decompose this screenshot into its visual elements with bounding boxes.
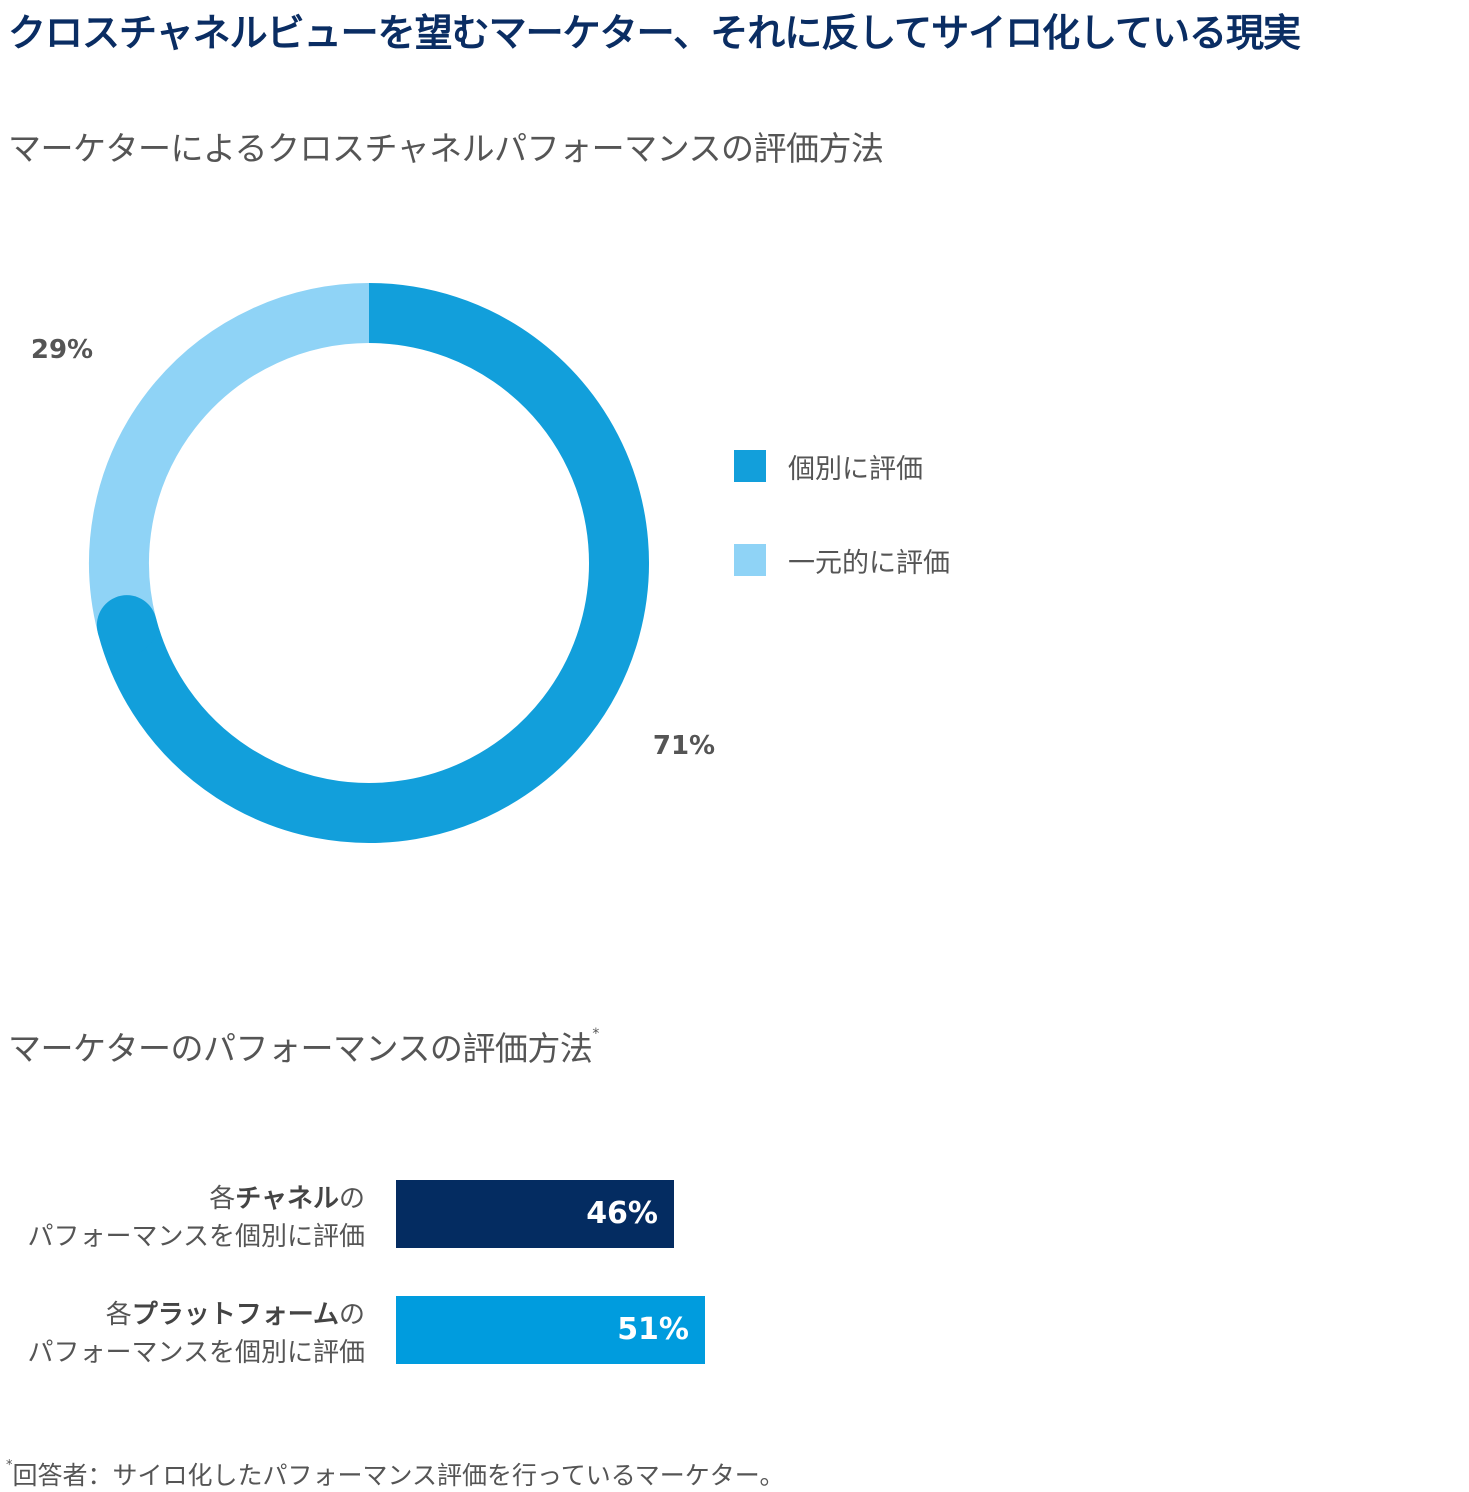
bar-chart-title-marker: * (592, 1026, 599, 1042)
bar-category-suffix: の (338, 1300, 365, 1330)
donut-slice-end-cap (96, 595, 157, 656)
bar-category-line2: パフォーマンスを個別に評価 (27, 1222, 365, 1252)
bar-row-platform: 各プラットフォームの パフォーマンスを個別に評価 51% (0, 1296, 1469, 1376)
page-title: クロスチャネルビューを望むマーケター、それに反してサイロ化している現実 (8, 11, 1301, 55)
bar-category-line2: パフォーマンスを個別に評価 (27, 1338, 365, 1368)
bar-category-channel: 各チャネルの パフォーマンスを個別に評価 (28, 1180, 365, 1256)
legend-item-unified: 一元的に評価 (734, 539, 950, 581)
bar-chart-title-text: マーケターのパフォーマンスの評価方法 (8, 1029, 593, 1068)
bar-platform: 51% (396, 1296, 705, 1364)
bar-category-bold: プラットフォーム (131, 1300, 339, 1330)
bar-chart-title: マーケターのパフォーマンスの評価方法* (8, 1022, 599, 1070)
donut-chart-title: マーケターによるクロスチャネルパフォーマンスの評価方法 (8, 129, 884, 168)
bar-category-bold: チャネル (235, 1184, 339, 1214)
footnote-text: 回答者：サイロ化したパフォーマンス評価を行っているマーケター。 (12, 1461, 785, 1490)
bar-category-suffix: の (338, 1184, 365, 1214)
footnote-marker: * (6, 1458, 13, 1473)
legend-swatch-individual (734, 450, 766, 482)
legend-swatch-unified (734, 544, 766, 576)
bar-category-prefix: 各 (209, 1184, 236, 1214)
bar-value-channel: 46% (586, 1196, 658, 1231)
donut-label-individual: 71% (653, 731, 715, 761)
donut-label-unified: 29% (31, 335, 93, 365)
bar-row-channel: 各チャネルの パフォーマンスを個別に評価 46% (0, 1180, 1469, 1260)
donut-legend: 個別に評価 一元的に評価 (734, 445, 950, 633)
footnote: *回答者：サイロ化したパフォーマンス評価を行っているマーケター。 (6, 1456, 785, 1492)
bar-category-platform: 各プラットフォームの パフォーマンスを個別に評価 (28, 1296, 365, 1372)
bar-category-prefix: 各 (105, 1300, 132, 1330)
legend-label-individual: 個別に評価 (788, 453, 923, 485)
donut-slice-unified (89, 283, 370, 633)
bar-value-platform: 51% (617, 1312, 689, 1347)
legend-item-individual: 個別に評価 (734, 445, 950, 487)
legend-label-unified: 一元的に評価 (788, 547, 950, 579)
donut-slice-individual (97, 283, 649, 843)
bar-channel: 46% (396, 1180, 674, 1248)
donut-chart: 71% 29% (31, 283, 715, 843)
